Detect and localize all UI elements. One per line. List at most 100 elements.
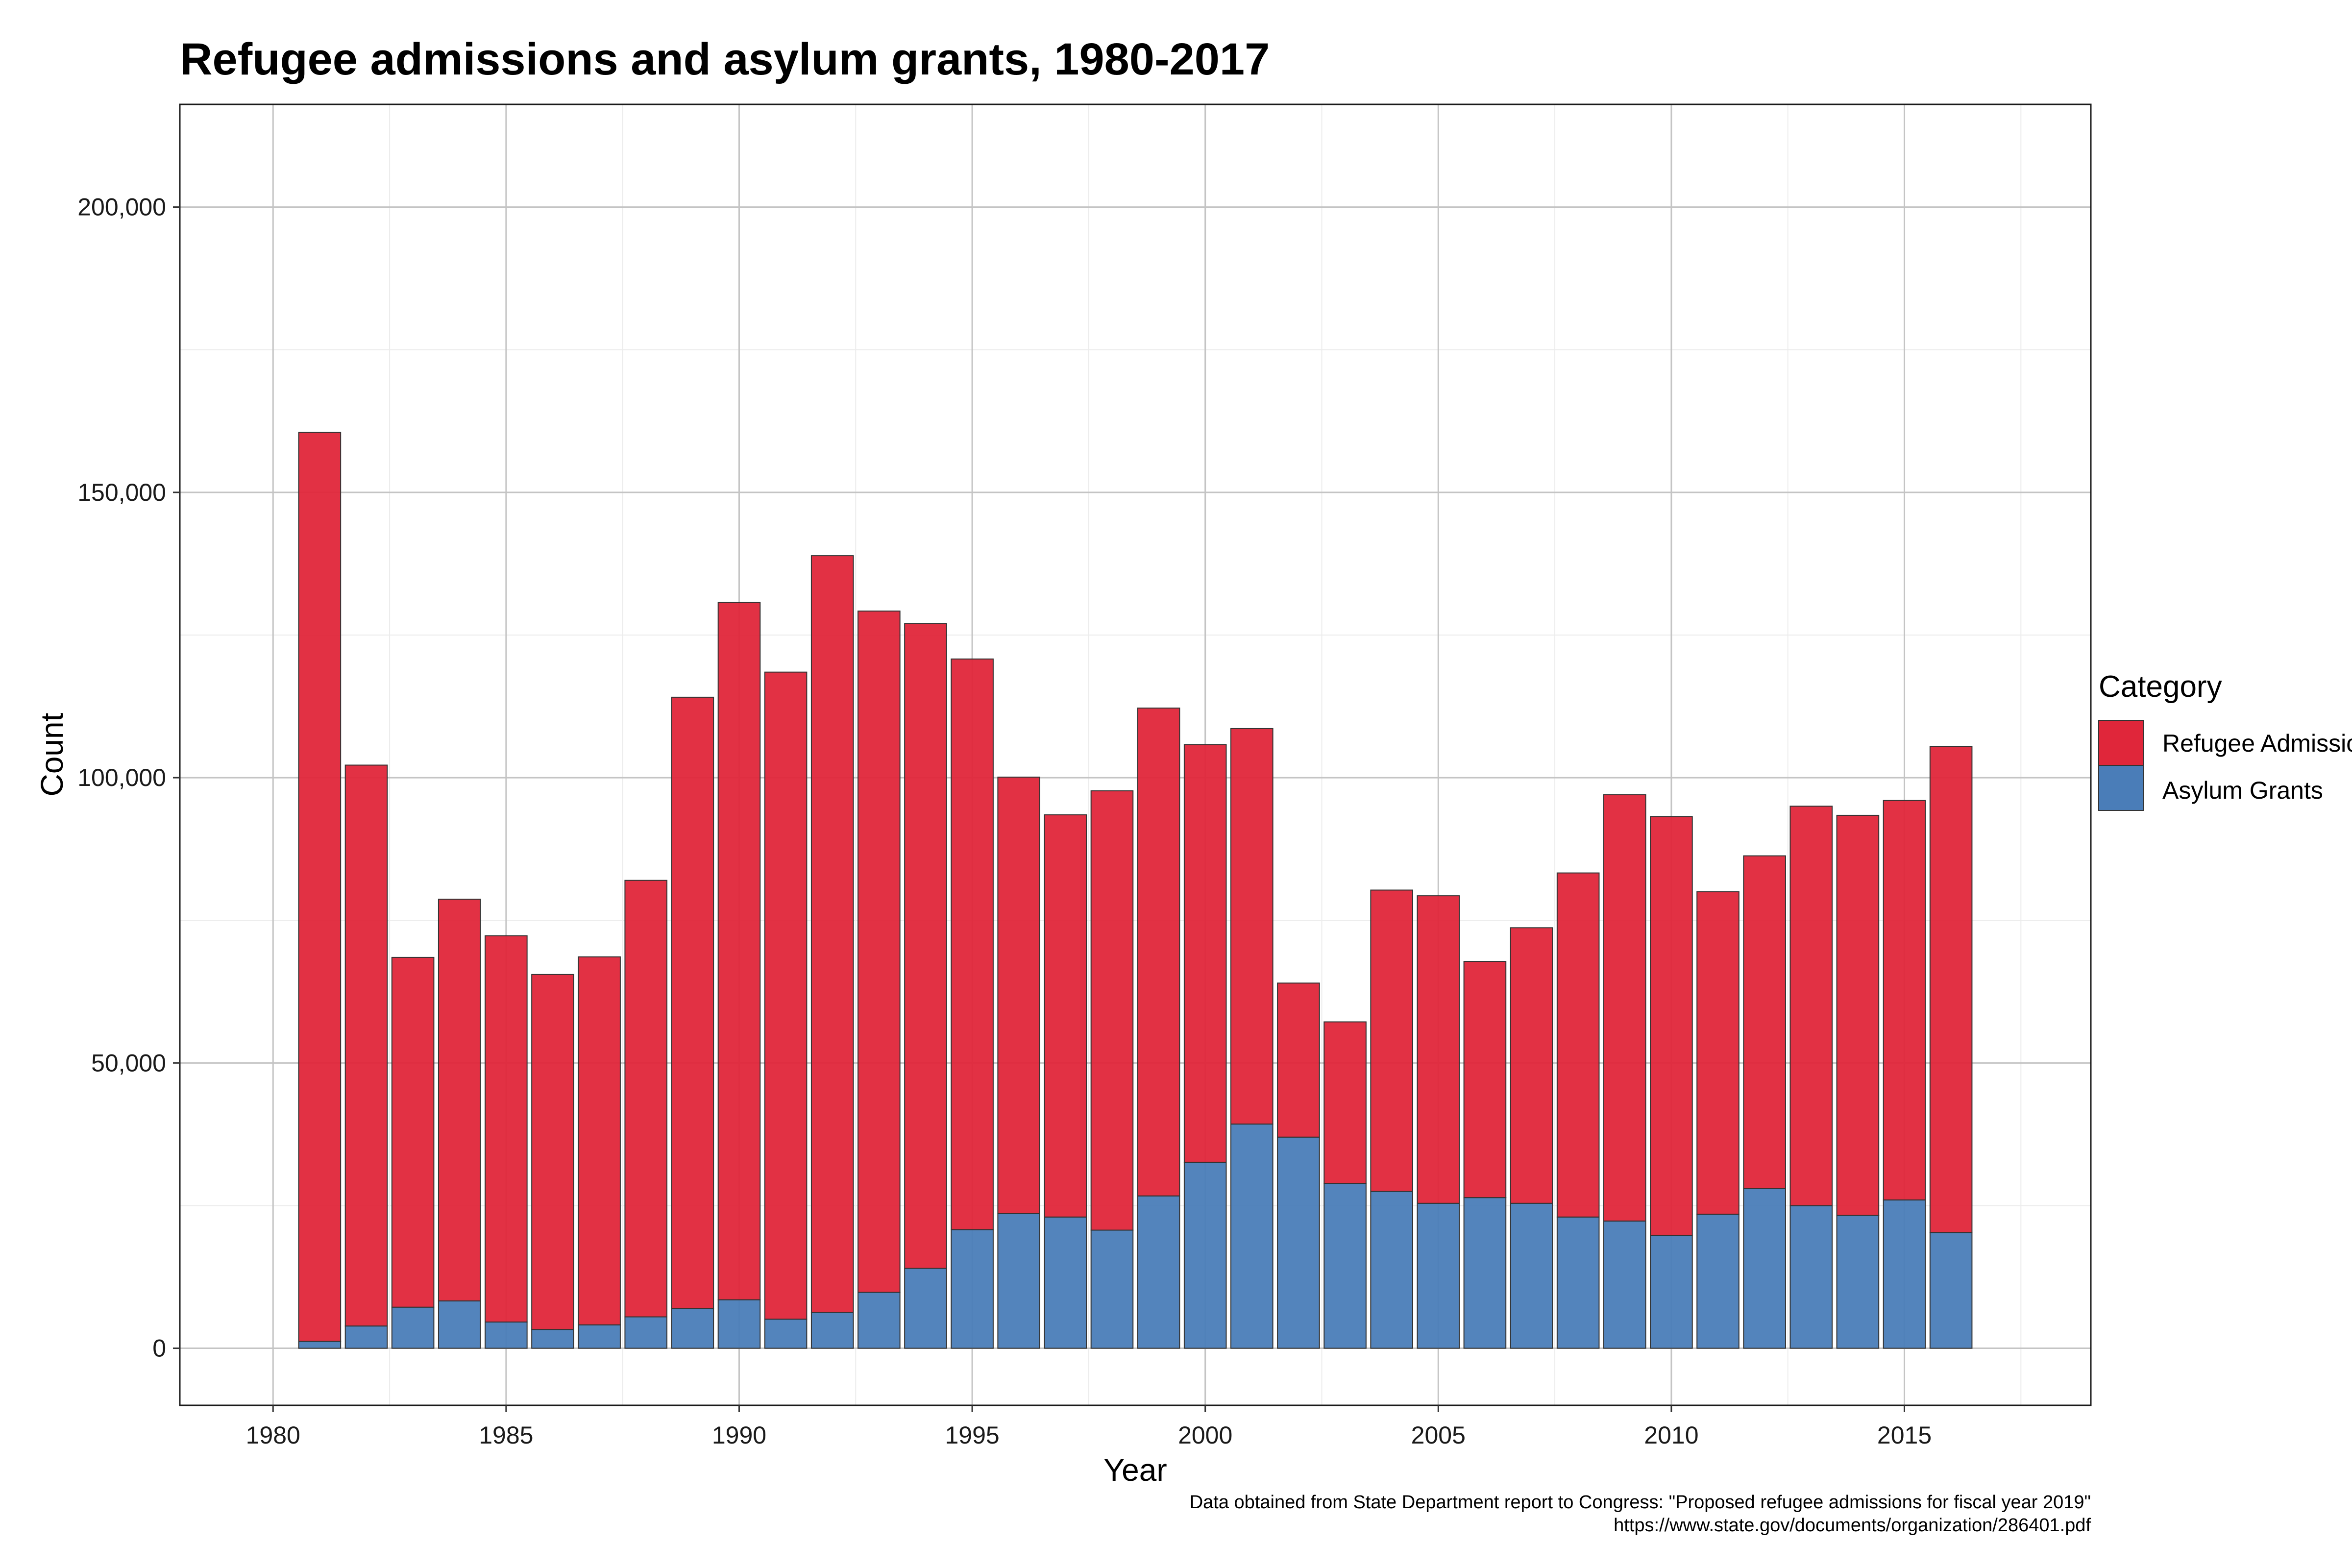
legend-label-refugee-admissions: Refugee Admissions xyxy=(2162,730,2352,757)
x-tick-label: 1980 xyxy=(246,1421,300,1449)
legend-label-asylum-grants: Asylum Grants xyxy=(2162,777,2323,804)
bar-asylum-grants-1995 xyxy=(951,1229,994,1349)
bar-asylum-grants-1993 xyxy=(858,1292,901,1349)
bar-asylum-grants-1999 xyxy=(1137,1195,1180,1349)
bar-refugee-admissions-1993 xyxy=(858,611,901,1293)
y-tick-label: 200,000 xyxy=(77,194,166,221)
bar-asylum-grants-2014 xyxy=(1836,1215,1880,1349)
y-tick-label: 0 xyxy=(152,1335,166,1362)
bar-refugee-admissions-1998 xyxy=(1090,790,1134,1231)
bar-asylum-grants-1984 xyxy=(438,1300,481,1349)
bar-refugee-admissions-1990 xyxy=(717,602,761,1300)
bar-refugee-admissions-1986 xyxy=(531,974,574,1330)
bar-asylum-grants-2016 xyxy=(1929,1232,1973,1349)
chart-title: Refugee admissions and asylum grants, 19… xyxy=(180,34,1270,84)
legend-swatch-refugee-admissions xyxy=(2098,720,2144,766)
bar-refugee-admissions-2005 xyxy=(1417,895,1460,1204)
bar-asylum-grants-1994 xyxy=(904,1268,947,1349)
bar-refugee-admissions-1982 xyxy=(344,764,388,1327)
bar-refugee-admissions-2008 xyxy=(1556,872,1600,1218)
bar-asylum-grants-1982 xyxy=(344,1325,388,1349)
bar-refugee-admissions-1981 xyxy=(298,432,342,1342)
x-axis-title: Year xyxy=(1103,1452,1167,1488)
bar-asylum-grants-2015 xyxy=(1883,1199,1926,1349)
bar-refugee-admissions-1992 xyxy=(810,555,854,1313)
x-tick-label: 1995 xyxy=(945,1421,999,1449)
x-tick-label: 1990 xyxy=(712,1421,766,1449)
bar-asylum-grants-2012 xyxy=(1743,1188,1786,1349)
y-tick-label: 100,000 xyxy=(77,764,166,791)
x-tick-label: 2000 xyxy=(1178,1421,1232,1449)
x-tick-label: 1985 xyxy=(479,1421,533,1449)
x-tick-label: 2005 xyxy=(1411,1421,1466,1449)
bar-asylum-grants-1997 xyxy=(1044,1216,1087,1349)
bar-asylum-grants-2002 xyxy=(1277,1136,1320,1349)
bar-asylum-grants-2001 xyxy=(1230,1123,1274,1349)
bar-asylum-grants-2000 xyxy=(1183,1161,1227,1349)
bar-asylum-grants-1981 xyxy=(298,1341,342,1349)
bar-refugee-admissions-1983 xyxy=(391,956,435,1308)
plot-border xyxy=(179,103,2092,1406)
legend: Category Refugee Admissions Asylum Grant… xyxy=(2098,670,2352,811)
bar-refugee-admissions-2002 xyxy=(1277,982,1320,1138)
bar-refugee-admissions-2000 xyxy=(1183,744,1227,1163)
bar-refugee-admissions-2016 xyxy=(1929,746,1973,1233)
bar-refugee-admissions-2006 xyxy=(1463,961,1507,1199)
bar-asylum-grants-2003 xyxy=(1323,1183,1367,1349)
bars xyxy=(298,432,1973,1349)
bar-asylum-grants-2011 xyxy=(1696,1213,1740,1349)
bar-refugee-admissions-1996 xyxy=(997,776,1041,1214)
bar-refugee-admissions-2010 xyxy=(1650,816,1693,1236)
bar-refugee-admissions-1997 xyxy=(1044,814,1087,1218)
bar-asylum-grants-1988 xyxy=(624,1316,668,1349)
bar-refugee-admissions-1987 xyxy=(578,956,621,1325)
bar-asylum-grants-2004 xyxy=(1370,1191,1413,1349)
bar-asylum-grants-1992 xyxy=(810,1312,854,1349)
bar-refugee-admissions-1985 xyxy=(485,935,528,1323)
bar-asylum-grants-2009 xyxy=(1603,1220,1646,1349)
bar-refugee-admissions-1991 xyxy=(764,671,808,1320)
bar-asylum-grants-1990 xyxy=(717,1299,761,1349)
bar-refugee-admissions-2012 xyxy=(1743,855,1786,1189)
bar-refugee-admissions-2014 xyxy=(1836,814,1880,1216)
bar-asylum-grants-1991 xyxy=(764,1319,808,1349)
bar-refugee-admissions-1984 xyxy=(438,899,481,1301)
bar-asylum-grants-1987 xyxy=(578,1324,621,1349)
bar-asylum-grants-1996 xyxy=(997,1213,1041,1349)
bar-asylum-grants-2013 xyxy=(1789,1205,1833,1349)
bar-refugee-admissions-1999 xyxy=(1137,708,1180,1197)
bar-refugee-admissions-2003 xyxy=(1323,1021,1367,1184)
bar-asylum-grants-2007 xyxy=(1510,1202,1553,1349)
bar-asylum-grants-1985 xyxy=(485,1321,528,1349)
bar-asylum-grants-2006 xyxy=(1463,1197,1507,1349)
bar-asylum-grants-1983 xyxy=(391,1306,435,1349)
bar-refugee-admissions-2001 xyxy=(1230,728,1274,1125)
axis-ticks: 1980 1985 1990 1995 2000 2005 2010 2015 0 50,000 1… xyxy=(77,194,1932,1449)
bar-asylum-grants-1998 xyxy=(1090,1229,1134,1349)
y-tick-label: 150,000 xyxy=(77,479,166,506)
bar-refugee-admissions-1989 xyxy=(671,696,714,1309)
bar-refugee-admissions-2015 xyxy=(1883,800,1926,1200)
bar-asylum-grants-1986 xyxy=(531,1329,574,1349)
legend-title: Category xyxy=(2099,670,2222,704)
bar-refugee-admissions-1995 xyxy=(951,658,994,1230)
bar-asylum-grants-2005 xyxy=(1417,1202,1460,1349)
legend-swatch-asylum-grants xyxy=(2098,765,2144,811)
x-tick-label: 2015 xyxy=(1877,1421,1932,1449)
y-tick-label: 50,000 xyxy=(91,1049,166,1077)
bar-asylum-grants-1989 xyxy=(671,1308,714,1349)
bar-refugee-admissions-1988 xyxy=(624,880,668,1318)
bar-refugee-admissions-2011 xyxy=(1696,891,1740,1215)
caption-url: https://www.state.gov/documents/organiza… xyxy=(1614,1515,2091,1536)
y-axis-title: Count xyxy=(34,712,70,796)
bar-refugee-admissions-2013 xyxy=(1789,806,1833,1206)
bar-asylum-grants-2008 xyxy=(1556,1216,1600,1349)
bar-refugee-admissions-1994 xyxy=(904,623,947,1269)
bar-refugee-admissions-2007 xyxy=(1510,927,1553,1204)
bar-asylum-grants-2010 xyxy=(1650,1234,1693,1349)
bar-refugee-admissions-2004 xyxy=(1370,889,1413,1192)
x-tick-label: 2010 xyxy=(1644,1421,1698,1449)
caption-source: Data obtained from State Department repo… xyxy=(1190,1492,2091,1513)
bar-refugee-admissions-2009 xyxy=(1603,794,1646,1222)
